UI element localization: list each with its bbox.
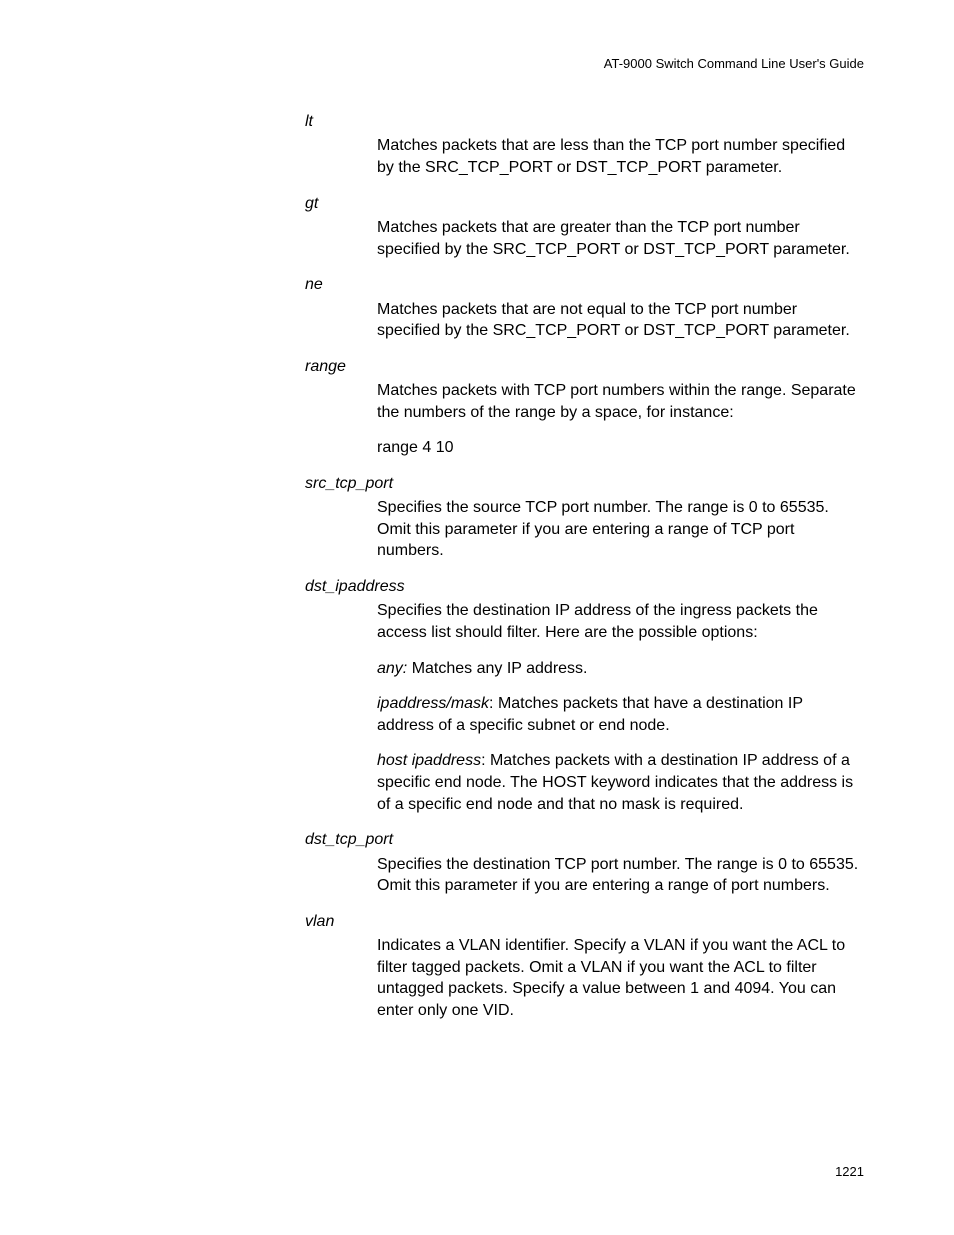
param-description: Matches packets that are not equal to th… <box>305 299 864 342</box>
param-term: dst_ipaddress <box>305 576 864 598</box>
option-prefix: ipaddress/mask <box>377 695 489 712</box>
param-term: lt <box>305 111 864 133</box>
param-description: host ipaddress: Matches packets with a d… <box>305 750 864 815</box>
param-term: ne <box>305 274 864 296</box>
param-term: dst_tcp_port <box>305 829 864 851</box>
param-term: src_tcp_port <box>305 473 864 495</box>
content-body: ltMatches packets that are less than the… <box>90 111 864 1022</box>
param-description: Specifies the destination TCP port numbe… <box>305 854 864 897</box>
param-description: Matches packets that are greater than th… <box>305 217 864 260</box>
param-description: Specifies the destination IP address of … <box>305 600 864 643</box>
param-term: vlan <box>305 911 864 933</box>
param-term: gt <box>305 193 864 215</box>
param-description: Specifies the source TCP port number. Th… <box>305 497 864 562</box>
param-description: range 4 10 <box>305 437 864 459</box>
param-term: range <box>305 356 864 378</box>
param-description: Matches packets that are less than the T… <box>305 135 864 178</box>
option-prefix: host ipaddress <box>377 752 481 769</box>
param-description: any: Matches any IP address. <box>305 658 864 680</box>
page-header: AT-9000 Switch Command Line User's Guide <box>90 56 864 71</box>
param-description: ipaddress/mask: Matches packets that hav… <box>305 693 864 736</box>
option-text: Matches any IP address. <box>407 660 587 677</box>
page-number: 1221 <box>835 1164 864 1179</box>
option-prefix: any: <box>377 660 407 677</box>
param-description: Indicates a VLAN identifier. Specify a V… <box>305 935 864 1021</box>
param-description: Matches packets with TCP port numbers wi… <box>305 380 864 423</box>
